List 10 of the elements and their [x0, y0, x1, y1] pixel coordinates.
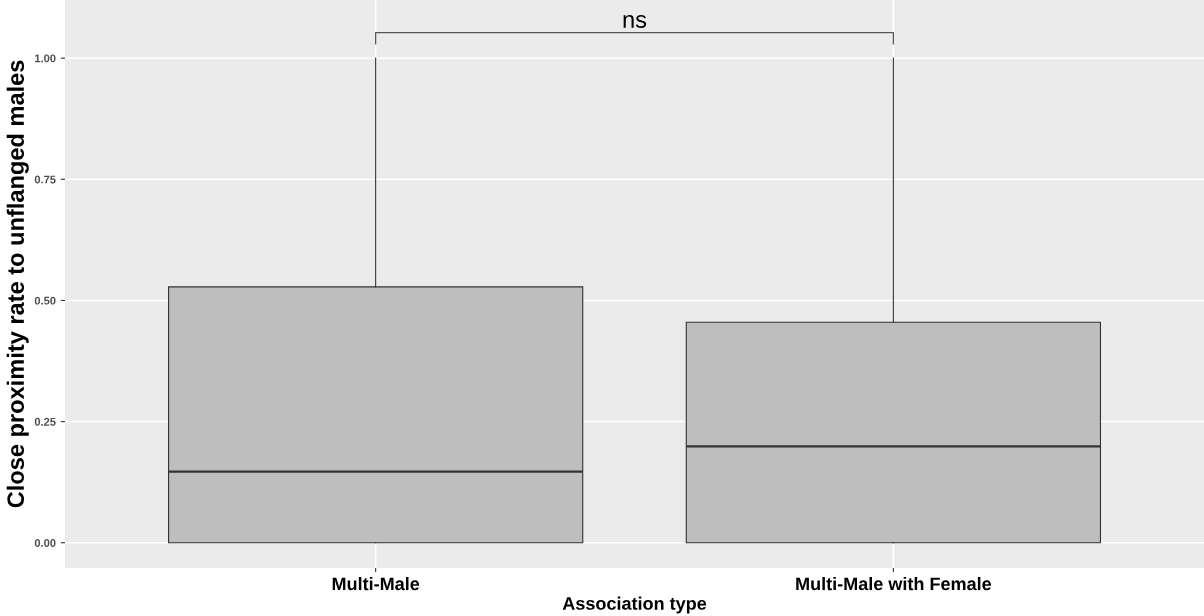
annotation: ns: [623, 14, 647, 28]
y-tick-label: 1.00: [35, 54, 56, 63]
y-tick-label: 0.50: [34, 296, 56, 305]
y-tick-label: 0.75: [34, 175, 56, 184]
y-tick-label: 0.25: [34, 417, 56, 426]
x-tick-label: Multi-Male: [332, 576, 420, 591]
y-tick-label: 0.00: [34, 539, 56, 547]
y-axis-title: Close proximity rate to unflanged males: [6, 60, 29, 508]
x-tick-label: Multi-Male with Female: [796, 576, 992, 591]
x-axis-title: Association type: [562, 596, 707, 614]
